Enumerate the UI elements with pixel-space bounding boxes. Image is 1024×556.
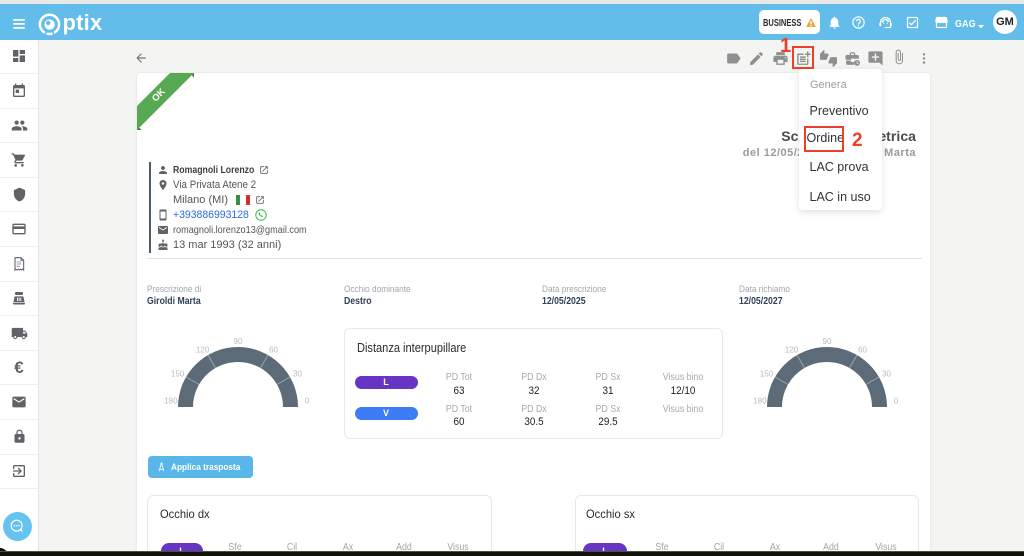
svg-text:0: 0 <box>894 397 899 406</box>
svg-text:150: 150 <box>760 370 774 379</box>
svg-text:90: 90 <box>823 337 832 346</box>
svg-text:60: 60 <box>858 345 867 354</box>
svg-text:180: 180 <box>164 396 178 405</box>
svg-text:150: 150 <box>171 369 185 378</box>
svg-text:60: 60 <box>269 345 278 354</box>
svg-text:120: 120 <box>785 345 799 354</box>
svg-text:90: 90 <box>234 337 243 346</box>
svg-text:0: 0 <box>305 396 310 405</box>
svg-text:30: 30 <box>882 370 891 379</box>
svg-text:180: 180 <box>753 397 767 406</box>
svg-text:120: 120 <box>196 345 210 354</box>
svg-text:30: 30 <box>293 369 302 378</box>
